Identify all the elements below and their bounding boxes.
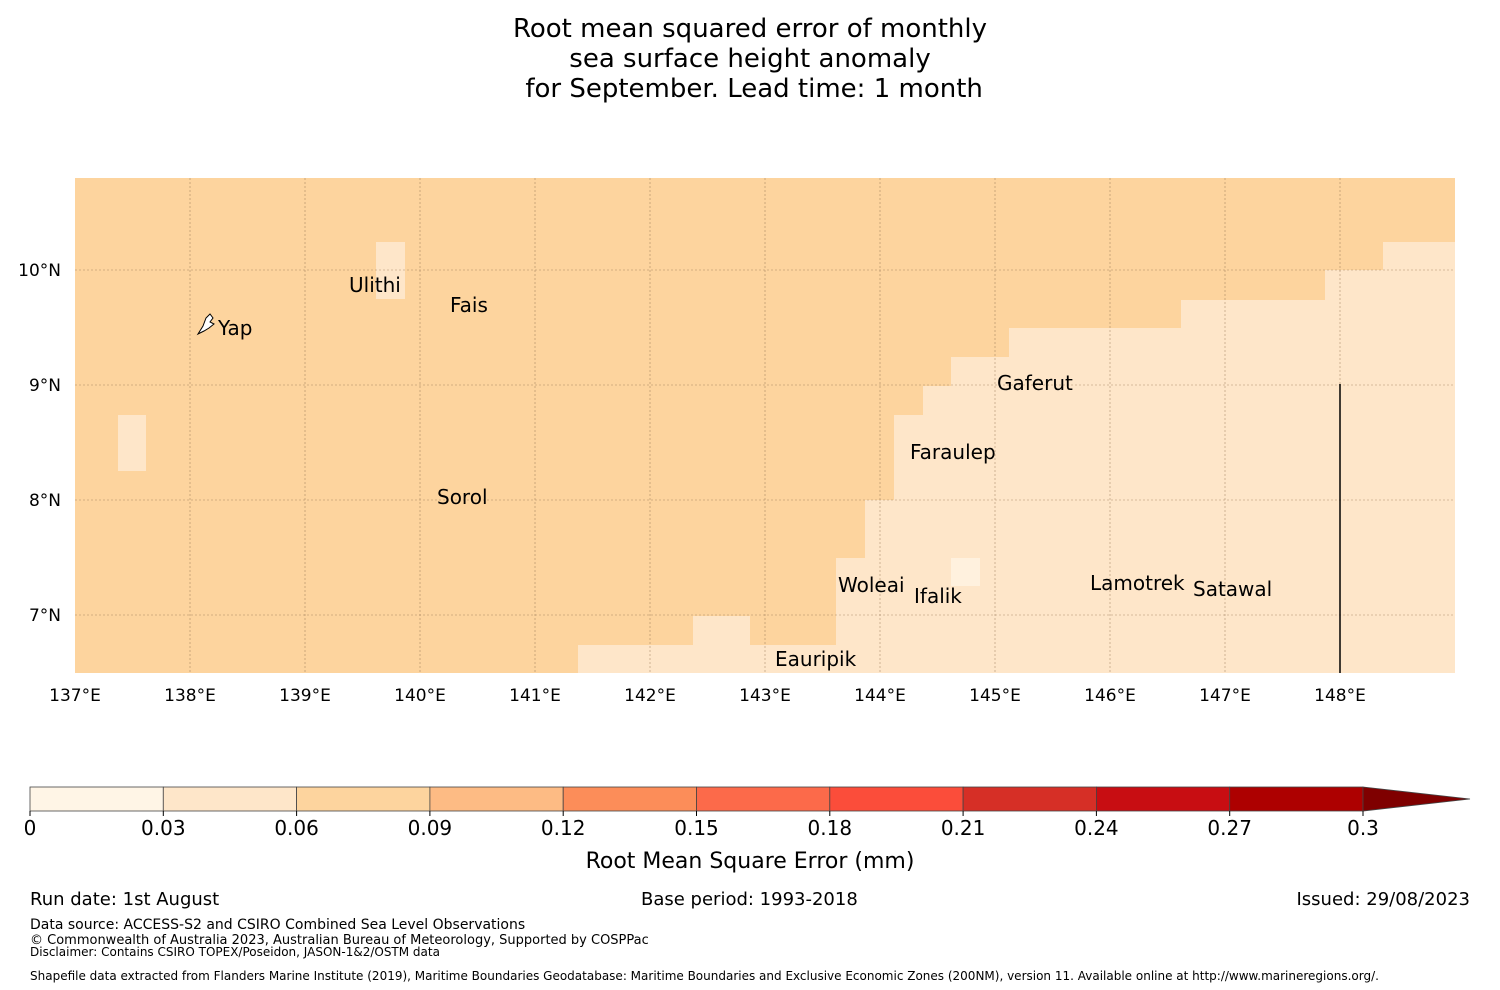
lon-tick-label: 138°E [164, 686, 216, 706]
lon-tick-label: 145°E [969, 686, 1021, 706]
issued-date: Issued: 29/08/2023 [1296, 889, 1470, 910]
colorbar-extension-arrow [1362, 786, 1471, 812]
gridlines [75, 178, 1455, 673]
place-label: Ulithi [349, 273, 401, 297]
place-label: Eauripik [775, 647, 857, 671]
chart-title: Root mean squared error of monthly sea s… [0, 14, 1500, 104]
colorbar-tick-label: 0.15 [674, 816, 719, 840]
place-label: Lamotrek [1090, 571, 1185, 595]
colorbar-tick-label: 0.24 [1074, 816, 1119, 840]
place-label: Faraulep [910, 440, 996, 464]
colorbar-tick-label: 0.09 [408, 816, 453, 840]
low-error-patch-south-2 [693, 616, 750, 645]
colorbar: 0 0.03 0.06 0.09 0.12 0.15 0.18 0.21 0.24 0.27 0.3 [24, 786, 1471, 840]
lon-tick-label: 147°E [1199, 686, 1251, 706]
longitude-axis-labels: 137°E 138°E 139°E 140°E 141°E 142°E 143°E 144°E… [49, 686, 1366, 706]
lowest-error-patch-ifalik [951, 558, 980, 586]
colorbar-segment [829, 786, 964, 812]
lon-tick-label: 141°E [509, 686, 561, 706]
shapefile-credit: Shapefile data extracted from Flanders M… [30, 969, 1379, 983]
colorbar-segment [296, 786, 431, 812]
colorbar-segment [696, 786, 831, 812]
place-label: Satawal [1193, 577, 1272, 601]
yap-island-icon [196, 313, 215, 336]
colorbar-tick-label: 0.21 [941, 816, 986, 840]
colorbar-segment [962, 786, 1097, 812]
place-label: Gaferut [997, 371, 1073, 395]
colorbar-segment [562, 786, 697, 812]
lat-tick-label: 9°N [29, 376, 61, 396]
colorbar-tick-label: 0 [24, 816, 37, 840]
lon-tick-label: 143°E [739, 686, 791, 706]
copyright: © Commonwealth of Australia 2023, Austra… [30, 933, 649, 948]
base-period: Base period: 1993-2018 [641, 889, 858, 910]
data-source: Data source: ACCESS-S2 and CSIRO Combine… [30, 917, 526, 933]
lon-tick-label: 144°E [854, 686, 906, 706]
place-label: Sorol [437, 485, 488, 509]
lat-tick-label: 10°N [18, 261, 61, 281]
latitude-axis-labels: 10°N 9°N 8°N 7°N [18, 261, 61, 626]
title-line-1: Root mean squared error of monthly [512, 14, 988, 44]
lon-tick-label: 140°E [394, 686, 446, 706]
place-label: Yap [217, 316, 252, 340]
colorbar-tick-label: 0.12 [541, 816, 586, 840]
lon-tick-label: 139°E [279, 686, 331, 706]
lon-tick-label: 142°E [624, 686, 676, 706]
lon-tick-label: 137°E [49, 686, 101, 706]
colorbar-segment [1229, 786, 1364, 812]
low-error-patch-west [118, 415, 146, 471]
colorbar-segment [29, 786, 164, 812]
run-date: Run date: 1st August [30, 889, 220, 910]
colorbar-tick-label: 0.27 [1207, 816, 1252, 840]
colorbar-tick-label: 0.3 [1347, 816, 1379, 840]
colorbar-tick-label: 0.06 [274, 816, 319, 840]
place-label: Fais [450, 293, 488, 317]
lon-tick-label: 146°E [1084, 686, 1136, 706]
disclaimer: Disclaimer: Contains CSIRO TOPEX/Poseido… [30, 945, 440, 959]
colorbar-tick-label: 0.18 [808, 816, 853, 840]
low-error-region [836, 242, 1455, 673]
colorbar-segment [429, 786, 564, 812]
lat-tick-label: 7°N [29, 606, 61, 626]
colorbar-label: Root Mean Square Error (mm) [586, 849, 915, 874]
low-error-patch-ulithi [376, 242, 405, 299]
colorbar-tick-label: 0.03 [141, 816, 186, 840]
place-labels: Yap Ulithi Fais Gaferut Faraulep Sorol Woleai I… [217, 273, 1272, 671]
colorbar-segment [1096, 786, 1231, 812]
title-line-3: for September. Lead time: 1 month [517, 74, 983, 104]
lon-tick-label: 148°E [1314, 686, 1366, 706]
place-label: Ifalik [914, 584, 962, 608]
colorbar-segment [162, 786, 298, 812]
title-line-2: sea surface height anomaly [569, 44, 931, 74]
place-label: Woleai [838, 573, 905, 597]
lat-tick-label: 8°N [29, 491, 61, 511]
low-error-patch-south-3 [750, 645, 836, 673]
